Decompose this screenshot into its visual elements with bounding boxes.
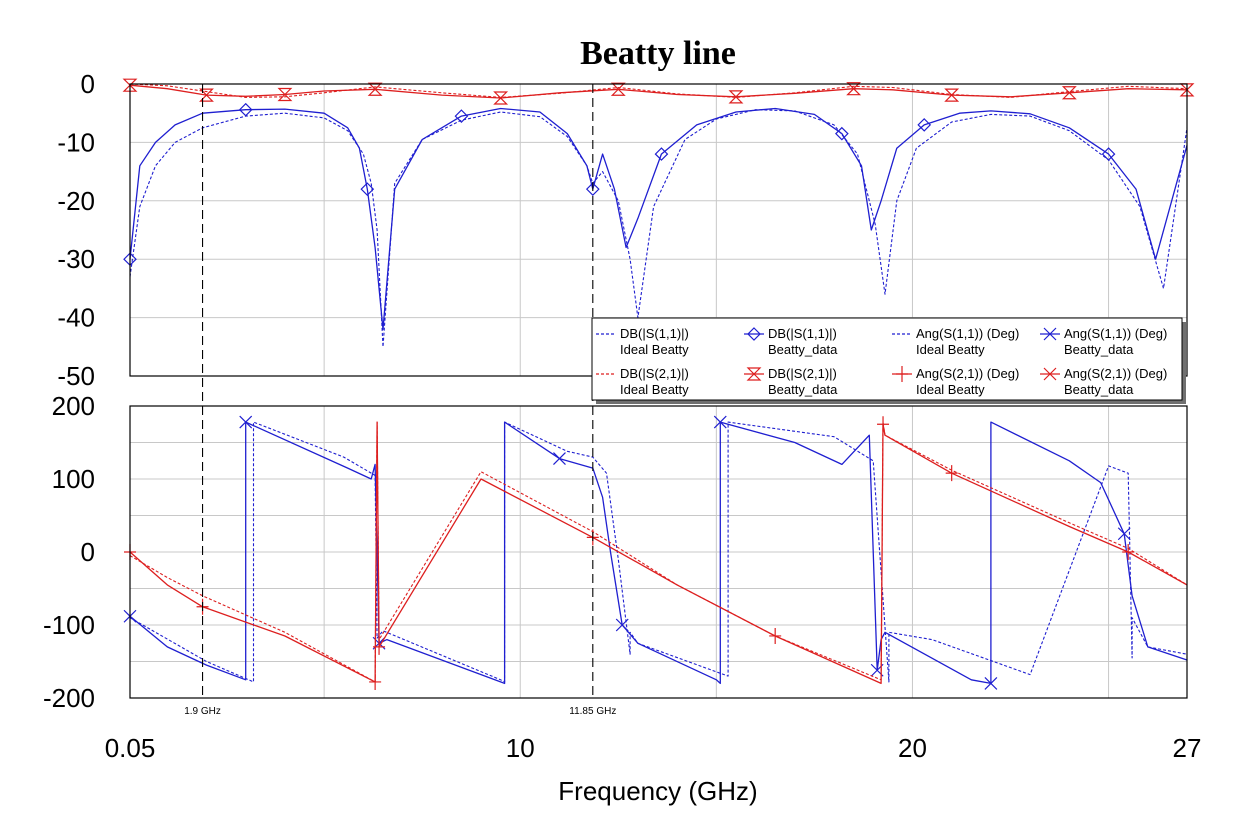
series-marker xyxy=(239,415,253,429)
series-marker xyxy=(728,90,744,104)
legend-sublabel: Beatty_data xyxy=(1064,382,1134,397)
series-line-0-1 xyxy=(129,107,1188,330)
legend-label: Ang(S(2,1)) (Deg) xyxy=(916,366,1019,381)
series-marker xyxy=(122,78,138,92)
chart-title: Beatty line xyxy=(580,35,736,72)
series-marker xyxy=(585,182,600,196)
legend-label: DB(|S(1,1)|) xyxy=(620,326,689,341)
x-tick-label: 20 xyxy=(898,733,927,763)
legend-sublabel: Ideal Beatty xyxy=(916,382,985,397)
series-marker xyxy=(846,82,862,96)
series-marker xyxy=(553,452,566,465)
legend-label: Ang(S(1,1)) (Deg) xyxy=(916,326,1019,341)
series-line-1-3 xyxy=(129,421,1188,685)
series-marker xyxy=(360,182,375,196)
legend-swatch-marker xyxy=(896,366,908,382)
series-marker xyxy=(369,673,382,690)
y-tick-label: 200 xyxy=(52,391,95,421)
series-marker xyxy=(615,618,629,632)
y-tick-label: -30 xyxy=(57,244,95,274)
x-axis-label: Frequency (GHz) xyxy=(558,776,757,806)
series-line-1-0 xyxy=(129,421,1188,683)
series-marker xyxy=(877,416,890,433)
legend-swatch-marker xyxy=(1043,327,1057,341)
y-tick-label: -100 xyxy=(43,610,95,640)
series-marker xyxy=(199,88,214,102)
series-marker xyxy=(944,88,960,102)
legend-sublabel: Ideal Beatty xyxy=(620,382,689,397)
series-marker xyxy=(945,465,958,482)
series-marker xyxy=(493,91,509,105)
series-marker xyxy=(373,638,386,655)
series-marker xyxy=(610,82,626,96)
y-tick-label: -10 xyxy=(57,127,95,157)
panel-frame xyxy=(129,405,1188,699)
magnitude-plot xyxy=(122,78,1195,348)
series-line-1-2 xyxy=(129,421,1188,683)
series-marker xyxy=(917,118,932,132)
x-tick-label: 27 xyxy=(1173,733,1202,763)
series-marker xyxy=(1117,527,1131,541)
series-marker xyxy=(1061,86,1077,100)
x-tick-label: 10 xyxy=(506,733,535,763)
series-marker xyxy=(835,126,849,141)
phase-frame xyxy=(129,405,1188,699)
y-tick-label: -20 xyxy=(57,186,95,216)
legend-sublabel: Beatty_data xyxy=(768,342,838,357)
series-line-0-0 xyxy=(129,109,1188,348)
series-marker xyxy=(769,627,782,644)
series-marker xyxy=(238,102,253,117)
series-line-1-1 xyxy=(129,421,1188,685)
frequency-markers: 1.9 GHz 11.85 GHz xyxy=(184,84,616,717)
legend-label: DB(|S(2,1)|) xyxy=(620,366,689,381)
series-marker xyxy=(454,109,469,123)
legend-swatch-marker xyxy=(747,327,761,341)
series-marker xyxy=(713,415,727,429)
legend-swatch-marker xyxy=(1043,367,1057,381)
series-marker xyxy=(1179,83,1195,97)
legend: DB(|S(1,1)|)Ideal BeattyDB(|S(1,1)|)Beat… xyxy=(591,317,1186,404)
legend-label: Ang(S(2,1)) (Deg) xyxy=(1064,366,1167,381)
series-line-0-2 xyxy=(129,83,1188,98)
series-marker xyxy=(277,87,293,102)
y-tick-label: 100 xyxy=(52,464,95,494)
legend-label: DB(|S(1,1)|) xyxy=(768,326,837,341)
series-marker xyxy=(984,676,998,690)
legend-swatch-marker xyxy=(746,367,762,381)
y-tick-label: -200 xyxy=(43,683,95,713)
y-tick-label: 0 xyxy=(81,69,95,99)
marker-label: 1.9 GHz xyxy=(184,706,221,717)
legend-label: Ang(S(1,1)) (Deg) xyxy=(1064,326,1167,341)
phase-grid xyxy=(130,406,1187,698)
y-tick-label: -40 xyxy=(57,303,95,333)
legend-label: DB(|S(2,1)|) xyxy=(768,366,837,381)
legend-sublabel: Beatty_data xyxy=(768,382,838,397)
y-tick-label: 0 xyxy=(81,537,95,567)
x-tick-label: 0.05 xyxy=(105,733,156,763)
legend-sublabel: Ideal Beatty xyxy=(916,342,985,357)
x-axis-ticks: 0.05 10 20 27 xyxy=(105,733,1202,763)
phase-plot xyxy=(123,415,1188,690)
legend-box xyxy=(591,317,1183,401)
legend-sublabel: Ideal Beatty xyxy=(620,342,689,357)
series-marker xyxy=(1122,544,1135,560)
series-marker xyxy=(367,82,383,96)
y-tick-label: -50 xyxy=(57,361,95,391)
marker-label: 11.85 GHz xyxy=(569,706,616,717)
series-marker xyxy=(654,147,669,161)
legend-sublabel: Beatty_data xyxy=(1064,342,1134,357)
series-marker xyxy=(1101,147,1116,161)
